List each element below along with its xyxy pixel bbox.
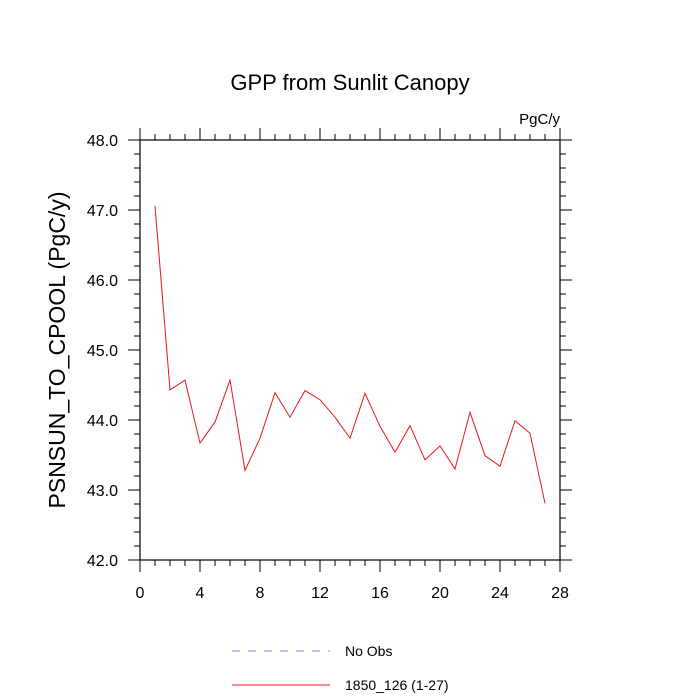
x-tick-label: 4	[196, 585, 205, 602]
x-tick-label: 20	[431, 585, 449, 602]
units-label: PgC/y	[519, 111, 560, 128]
legend-label-series: 1850_126 (1-27)	[345, 677, 449, 693]
y-tick-label: 43.0	[87, 483, 118, 500]
legend-label-no-obs: No Obs	[345, 643, 392, 659]
y-tick-label: 45.0	[87, 343, 118, 360]
x-tick-label: 16	[371, 585, 389, 602]
chart-title: GPP from Sunlit Canopy	[230, 70, 469, 95]
y-tick-label: 47.0	[87, 203, 118, 220]
tick-labels: 0 4 8 12 16 20 24 28 42.0 43.0 44.0 45.0 46.0 47.0 48.…	[87, 133, 569, 602]
x-tick-label: 8	[256, 585, 265, 602]
x-tick-label: 24	[491, 585, 509, 602]
x-tick-label: 0	[136, 585, 145, 602]
x-tick-label: 28	[551, 585, 569, 602]
x-tick-label: 12	[311, 585, 329, 602]
y-axis-label: PSNSUN_TO_CPOOL (PgC/y)	[44, 192, 70, 509]
series-layer	[154, 205, 546, 504]
y-tick-label: 42.0	[87, 553, 118, 570]
y-tick-label: 44.0	[87, 413, 118, 430]
series-line	[154, 205, 546, 504]
y-tick-label: 46.0	[87, 273, 118, 290]
y-tick-label: 48.0	[87, 133, 118, 150]
legend: No Obs 1850_126 (1-27)	[232, 643, 449, 693]
axis-ticks	[128, 128, 572, 572]
plot-frame	[139, 139, 561, 561]
